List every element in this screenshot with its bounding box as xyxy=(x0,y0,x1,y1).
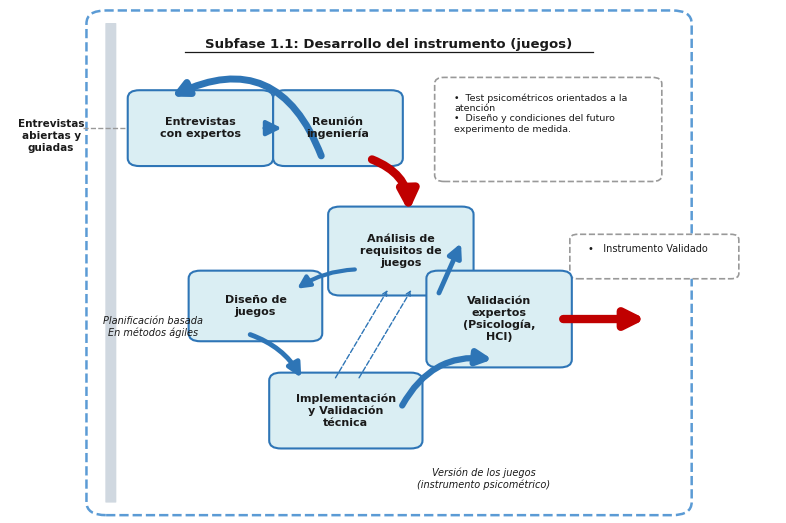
Text: •  Test psicométricos orientados a la
atención
•  Diseño y condiciones del futur: • Test psicométricos orientados a la ate… xyxy=(454,93,628,134)
Text: Diseño de
juegos: Diseño de juegos xyxy=(225,295,286,317)
Text: Análisis de
requisitos de
juegos: Análisis de requisitos de juegos xyxy=(360,234,442,268)
FancyBboxPatch shape xyxy=(105,23,116,503)
FancyBboxPatch shape xyxy=(426,271,572,367)
FancyBboxPatch shape xyxy=(329,207,474,295)
FancyBboxPatch shape xyxy=(435,77,662,181)
FancyBboxPatch shape xyxy=(86,10,692,515)
Text: Entrevistas
con expertos: Entrevistas con expertos xyxy=(160,117,241,139)
Text: Reunión
ingeniería: Reunión ingeniería xyxy=(307,117,369,139)
FancyBboxPatch shape xyxy=(274,90,403,166)
FancyBboxPatch shape xyxy=(127,90,274,166)
FancyBboxPatch shape xyxy=(570,234,739,279)
FancyBboxPatch shape xyxy=(189,271,322,342)
Text: Entrevistas
abiertas y
guiadas: Entrevistas abiertas y guiadas xyxy=(18,119,84,153)
Text: Planificación basada
En métodos ágiles: Planificación basada En métodos ágiles xyxy=(103,316,204,338)
Text: Subfase 1.1: Desarrollo del instrumento (juegos): Subfase 1.1: Desarrollo del instrumento … xyxy=(205,38,573,51)
FancyBboxPatch shape xyxy=(269,372,423,449)
Text: Versión de los juegos
(instrumento psicométrico): Versión de los juegos (instrumento psico… xyxy=(417,467,550,490)
Text: Implementación
y Validación
técnica: Implementación y Validación técnica xyxy=(296,393,396,428)
Text: •   Instrumento Validado: • Instrumento Validado xyxy=(588,244,707,255)
Text: Validación
expertos
(Psicología,
HCI): Validación expertos (Psicología, HCI) xyxy=(463,297,535,342)
